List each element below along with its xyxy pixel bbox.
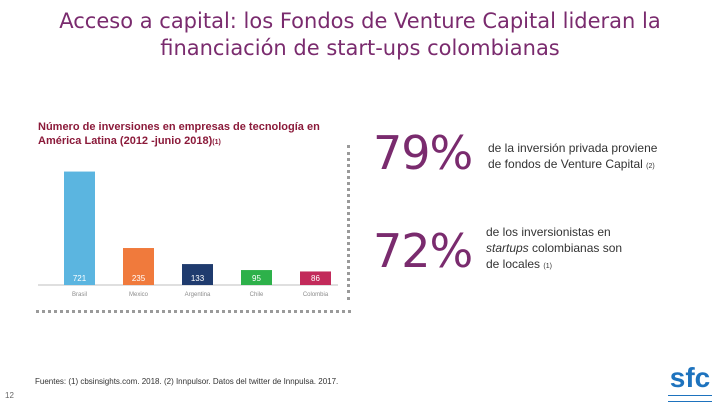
page-title-line-2: financiación de start-ups colombianas <box>160 36 560 60</box>
stat-79-note: (2) <box>646 163 655 170</box>
page-title: Acceso a capital: los Fondos de Venture … <box>40 8 680 62</box>
stat-72-description: de los inversionistas en startups colomb… <box>486 224 622 275</box>
data-label-argentina: 133 <box>191 274 205 283</box>
stat-72-line-2: colombianas son <box>528 241 623 255</box>
bar-argentina <box>182 264 213 285</box>
bar-chart: 721 Brasil 235 Mexico 133 Argentina 95 Chile 86 C… <box>38 171 338 298</box>
horizontal-divider <box>36 310 351 313</box>
sfc-logo: sfc <box>664 364 716 402</box>
sources-footnote: Fuentes: (1) cbsinsights.com. 2018. (2) … <box>35 377 339 386</box>
tick-label-brasil: Brasil <box>72 292 87 298</box>
data-label-chile: 95 <box>252 274 261 283</box>
data-label-mexico: 235 <box>132 274 146 283</box>
vertical-divider <box>347 145 350 300</box>
tick-label-argentina: Argentina <box>185 292 211 298</box>
page-number: 12 <box>5 391 14 400</box>
chart-title-text: Número de inversiones en empresas de tec… <box>38 121 320 147</box>
data-label-colombia: 86 <box>311 274 320 283</box>
stat-79-line-1: de la inversión privada proviene <box>488 141 658 155</box>
bar-brasil <box>64 171 95 285</box>
sfc-logo-text: sfc <box>669 362 711 393</box>
stat-79-description: de la inversión privada proviene de fond… <box>488 140 657 175</box>
tick-label-chile: Chile <box>250 292 264 298</box>
stat-79-value: 79% <box>373 126 473 180</box>
bar-chile <box>241 270 272 285</box>
page-title-line-1: Acceso a capital: los Fondos de Venture … <box>59 9 661 33</box>
chart-title: Número de inversiones en empresas de tec… <box>38 120 348 150</box>
stat-79-line-2: de fondos de Venture Capital <box>488 157 643 171</box>
tick-label-colombia: Colombia <box>303 292 329 298</box>
data-label-brasil: 721 <box>73 274 87 283</box>
tick-label-mexico: Mexico <box>129 292 149 298</box>
stat-72-value: 72% <box>373 224 473 278</box>
stat-72-italic-word: startups <box>486 241 529 255</box>
sfc-logo-underline <box>668 395 712 402</box>
bar-colombia <box>300 271 331 285</box>
stat-72-line-1: de los inversionistas en <box>486 225 611 239</box>
stat-72-line-3: de locales <box>486 257 541 271</box>
stat-72-note: (1) <box>543 263 552 270</box>
bar-mexico <box>123 248 154 285</box>
chart-title-note: (1) <box>212 139 221 146</box>
